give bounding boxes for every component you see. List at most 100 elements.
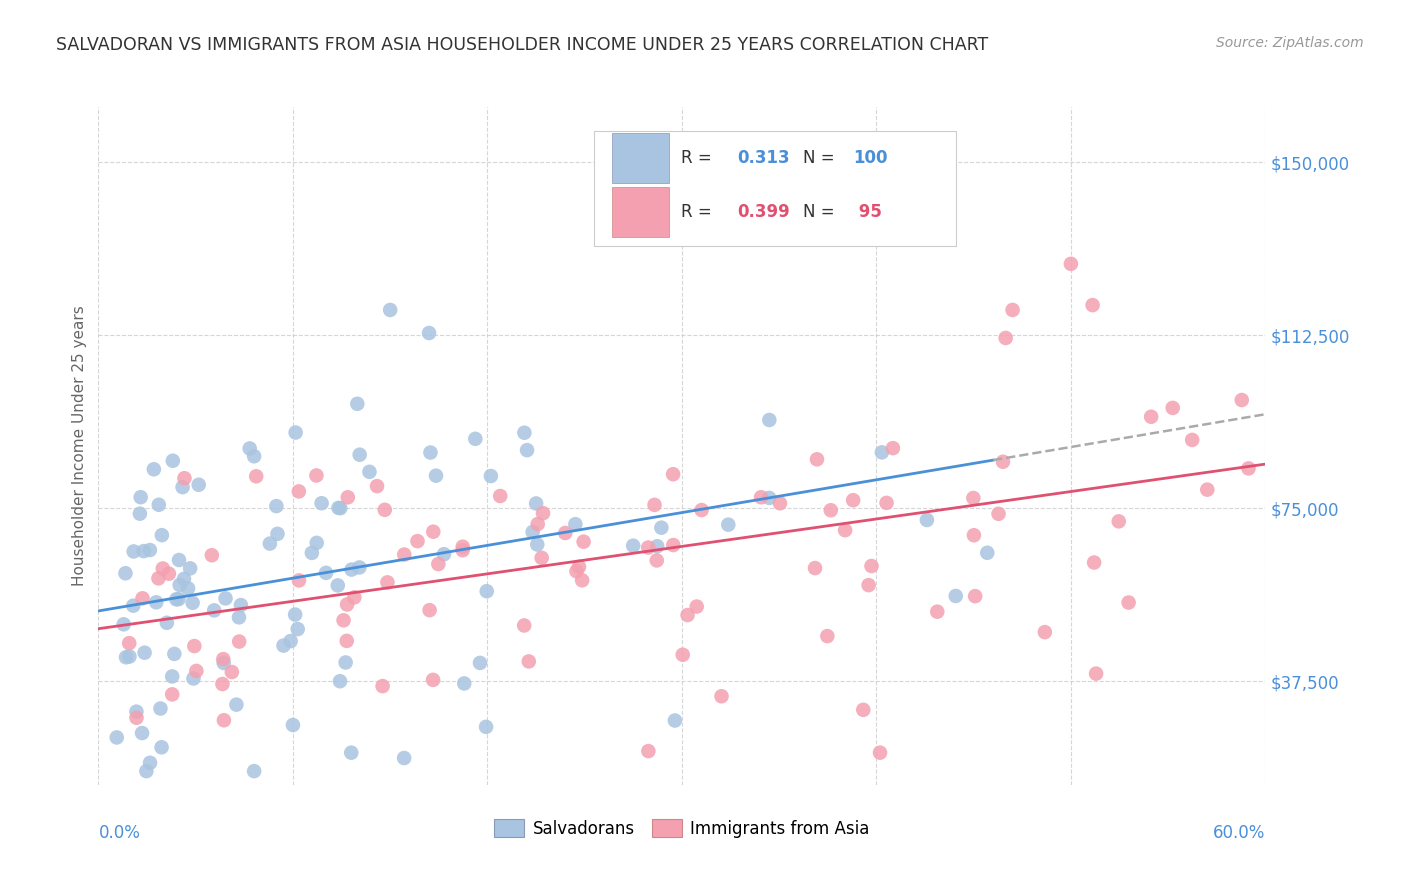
Point <box>349 448 371 462</box>
Point <box>371 679 394 693</box>
Text: 100: 100 <box>853 149 889 167</box>
Point <box>915 513 938 527</box>
Point <box>664 714 686 728</box>
Point <box>686 599 709 614</box>
Point <box>564 517 586 532</box>
Point <box>122 544 145 558</box>
Point <box>453 676 475 690</box>
Point <box>662 538 685 552</box>
Point <box>987 507 1010 521</box>
Point <box>672 648 695 662</box>
Point <box>1181 433 1204 447</box>
Point <box>513 618 536 632</box>
Point <box>645 553 668 567</box>
Text: 0.313: 0.313 <box>737 149 789 167</box>
Point <box>259 536 281 550</box>
Point <box>842 493 865 508</box>
FancyBboxPatch shape <box>595 131 956 246</box>
Point <box>572 534 595 549</box>
Point <box>644 498 666 512</box>
Point <box>468 656 491 670</box>
Point <box>419 445 441 459</box>
Point <box>374 503 396 517</box>
Point <box>876 496 898 510</box>
Point <box>621 539 644 553</box>
Point <box>131 726 153 740</box>
Point <box>105 731 128 745</box>
Point <box>212 656 235 670</box>
Point <box>214 591 236 606</box>
Point <box>870 445 893 459</box>
Point <box>135 764 157 778</box>
Y-axis label: Householder Income Under 25 years: Householder Income Under 25 years <box>72 306 87 586</box>
Point <box>183 639 205 653</box>
Point <box>1161 401 1184 415</box>
Point <box>380 302 402 317</box>
Point <box>228 610 250 624</box>
Point <box>125 705 148 719</box>
Point <box>976 546 998 560</box>
Point <box>162 454 184 468</box>
Point <box>346 397 368 411</box>
Point <box>173 572 195 586</box>
Point <box>475 720 498 734</box>
Point <box>183 672 205 686</box>
Point <box>489 489 512 503</box>
Point <box>128 507 150 521</box>
Point <box>425 468 447 483</box>
Point <box>858 578 880 592</box>
Point <box>148 571 170 585</box>
Point <box>637 744 659 758</box>
Point <box>329 674 352 689</box>
Point <box>328 500 350 515</box>
Point <box>571 574 593 588</box>
Point <box>281 718 304 732</box>
Point <box>1033 625 1056 640</box>
Point <box>228 634 250 648</box>
Text: SALVADORAN VS IMMIGRANTS FROM ASIA HOUSEHOLDER INCOME UNDER 25 YEARS CORRELATION: SALVADORAN VS IMMIGRANTS FROM ASIA HOUSE… <box>56 36 988 54</box>
Point <box>637 541 659 555</box>
Point <box>860 559 883 574</box>
Point <box>172 480 194 494</box>
Point <box>181 596 204 610</box>
Point <box>335 656 357 670</box>
Point <box>139 543 162 558</box>
Point <box>806 452 828 467</box>
Point <box>212 713 235 727</box>
Point <box>1083 556 1105 570</box>
Text: 95: 95 <box>853 203 883 221</box>
Point <box>115 650 138 665</box>
Point <box>422 673 444 687</box>
Point <box>526 517 548 532</box>
Point <box>284 607 307 622</box>
Point <box>769 496 792 510</box>
Point <box>479 469 502 483</box>
Point <box>288 574 311 588</box>
Point <box>451 543 474 558</box>
FancyBboxPatch shape <box>612 133 669 183</box>
Point <box>418 326 440 340</box>
Point <box>186 664 208 678</box>
Point <box>150 528 173 542</box>
Point <box>340 746 363 760</box>
Text: 0.399: 0.399 <box>737 203 790 221</box>
Point <box>965 589 987 603</box>
Point <box>451 540 474 554</box>
Point <box>554 526 576 541</box>
Text: Source: ZipAtlas.com: Source: ZipAtlas.com <box>1216 36 1364 50</box>
Text: 60.0%: 60.0% <box>1213 824 1265 842</box>
Point <box>820 503 842 517</box>
Point <box>201 548 224 562</box>
Point <box>245 469 267 483</box>
Point <box>530 550 553 565</box>
Point <box>173 471 195 485</box>
Point <box>329 501 352 516</box>
Point <box>160 687 183 701</box>
Point <box>167 592 190 607</box>
Point <box>221 665 243 679</box>
Point <box>1118 595 1140 609</box>
Point <box>187 477 209 491</box>
Point <box>690 503 713 517</box>
Point <box>522 524 544 539</box>
Point <box>332 613 354 627</box>
